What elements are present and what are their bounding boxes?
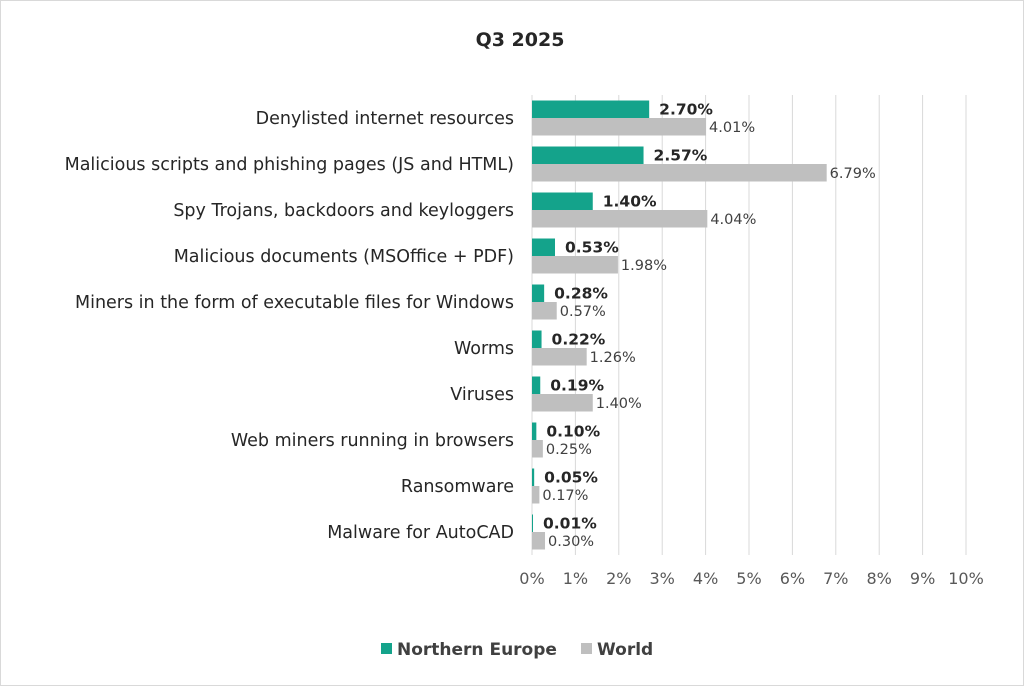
bar-world [532, 486, 540, 504]
bar-northern-europe [532, 284, 545, 302]
category-label: Malware for AutoCAD [327, 523, 514, 543]
category-label: Miners in the form of executable files f… [75, 293, 514, 313]
data-label-northern-europe: 1.40% [603, 193, 657, 211]
x-tick-label: 3% [650, 569, 675, 588]
bar-northern-europe [532, 514, 533, 532]
bar-northern-europe [532, 238, 556, 256]
x-tick-label: 4% [693, 569, 718, 588]
bar-northern-europe [532, 422, 537, 440]
legend-swatch-northern-europe [381, 643, 392, 654]
category-label: Denylisted internet resources [256, 109, 514, 129]
category-label: Malicious documents (MSOffice + PDF) [174, 247, 514, 267]
legend-label-northern-europe: Northern Europe [397, 640, 557, 660]
category-label: Spy Trojans, backdoors and keyloggers [173, 201, 514, 221]
bar-northern-europe [532, 192, 593, 210]
data-label-world: 0.30% [548, 534, 594, 550]
bar-world [532, 118, 707, 136]
bars [532, 100, 827, 550]
x-tick-label: 6% [780, 569, 805, 588]
data-label-northern-europe: 0.05% [544, 469, 598, 487]
data-label-northern-europe: 0.28% [554, 285, 608, 303]
data-labels: 2.70%4.01%2.57% 6.79% 1.40% 4.04% 0.53%1.98%… [542, 101, 875, 551]
data-label-northern-europe: 0.22% [552, 331, 606, 349]
category-label: Ransomware [401, 477, 514, 497]
data-label-world: 0.57% [560, 304, 606, 320]
legend-swatch-world [581, 643, 592, 654]
x-axis-ticks: 0% 1% 2% 3% 4% 5% 6% 7% 8% 9% 10% [519, 569, 983, 588]
category-label: Web miners running in browsers [231, 431, 514, 451]
category-label: Malicious scripts and phishing pages (JS… [65, 155, 514, 175]
data-label-world: 6.79% [830, 166, 876, 182]
category-labels: Denylisted internet resources Malicious s… [65, 109, 514, 543]
x-tick-label: 0% [519, 569, 544, 588]
category-label: Worms [454, 339, 514, 359]
data-label-world: 4.04% [710, 212, 756, 228]
data-label-world: 0.17% [542, 488, 588, 504]
bar-world [532, 394, 593, 412]
bar-world [532, 164, 827, 182]
data-label-northern-europe: 2.70% [659, 101, 713, 119]
data-label-northern-europe: 0.19% [550, 377, 604, 395]
x-tick-label: 10% [948, 569, 984, 588]
bar-northern-europe [532, 468, 535, 486]
bar-northern-europe [532, 376, 541, 394]
bar-northern-europe [532, 146, 644, 164]
x-tick-label: 2% [606, 569, 631, 588]
bar-northern-europe [532, 100, 650, 118]
bar-world [532, 440, 543, 458]
data-label-world: 0.25% [546, 442, 592, 458]
category-label: Viruses [450, 385, 514, 405]
bar-world [532, 348, 587, 366]
x-tick-label: 5% [736, 569, 761, 588]
data-label-northern-europe: 2.57% [654, 147, 708, 165]
legend: Northern Europe World [381, 640, 653, 660]
bar-world [532, 256, 618, 274]
data-label-world: 4.01% [709, 120, 755, 136]
bar-world [532, 302, 557, 320]
bar-world [532, 532, 546, 550]
data-label-world: 1.40% [596, 396, 642, 412]
bar-northern-europe [532, 330, 542, 348]
x-tick-label: 1% [563, 569, 588, 588]
legend-label-world: World [597, 640, 653, 660]
data-label-northern-europe: 0.53% [565, 239, 619, 257]
data-label-northern-europe: 0.01% [543, 515, 597, 533]
x-tick-label: 8% [867, 569, 892, 588]
bar-world [532, 210, 708, 228]
data-label-world: 1.98% [621, 258, 667, 274]
data-label-world: 1.26% [590, 350, 636, 366]
x-tick-label: 9% [910, 569, 935, 588]
x-tick-label: 7% [823, 569, 848, 588]
data-label-northern-europe: 0.10% [546, 423, 600, 441]
chart-title: Q3 2025 [476, 29, 565, 51]
